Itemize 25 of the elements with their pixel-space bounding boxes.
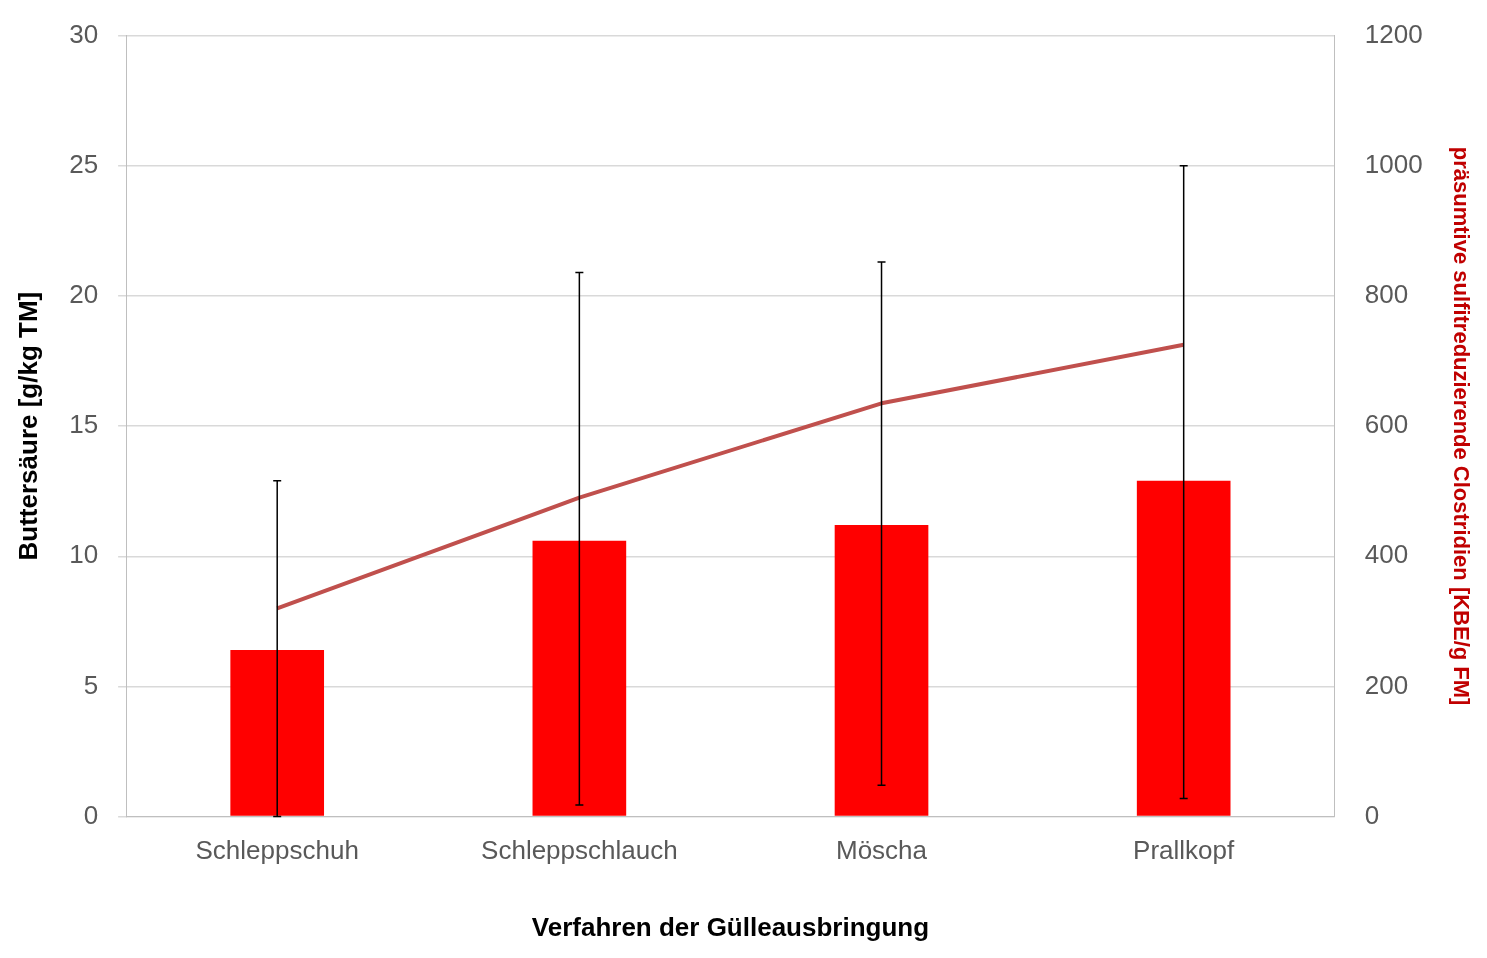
y2-tick-label: 200 [1364, 669, 1409, 700]
y-tick-label: 30 [69, 18, 99, 49]
y2-axis-title: präsumtive sulfitreduzierende Clostridien [KBE/g FM] [1448, 146, 1474, 706]
y2-tick-label: 1000 [1364, 148, 1423, 179]
bar [532, 540, 627, 816]
y-tick-label: 0 [83, 799, 99, 830]
y-tick-label: 20 [69, 279, 99, 310]
x-tick-label: Möscha [836, 835, 928, 866]
x-tick-label: Schleppschlauch [481, 835, 678, 866]
y2-tick-label: 600 [1364, 409, 1409, 440]
y2-tick-label: 1200 [1364, 18, 1423, 49]
y-tick-label: 5 [83, 669, 99, 700]
y-tick-label: 15 [69, 409, 99, 440]
bar [834, 525, 929, 816]
bar [230, 649, 325, 816]
y2-tick-label: 0 [1364, 799, 1380, 830]
bar [1136, 480, 1231, 816]
x-tick-label: Prallkopf [1133, 835, 1236, 866]
y2-tick-label: 800 [1364, 279, 1409, 310]
y-axis-title: Buttersäure [g/kg TM] [12, 291, 43, 561]
y-tick-label: 25 [69, 148, 99, 179]
x-axis-title: Verfahren der Gülleausbringung [531, 911, 930, 942]
y2-tick-label: 400 [1364, 539, 1409, 570]
x-tick-label: Schleppschuh [195, 835, 359, 866]
y-tick-label: 10 [69, 539, 99, 570]
